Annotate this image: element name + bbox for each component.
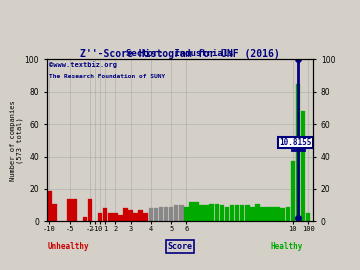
Bar xyxy=(169,207,174,221)
Bar xyxy=(164,207,168,221)
Text: Healthy: Healthy xyxy=(270,242,303,251)
Text: ©www.textbiz.org: ©www.textbiz.org xyxy=(49,61,117,68)
Bar xyxy=(82,217,87,221)
Bar xyxy=(189,202,194,221)
Bar xyxy=(199,205,204,221)
Bar xyxy=(270,207,275,221)
Bar xyxy=(67,199,72,221)
Title: Z''-Score Histogram for UNF (2016): Z''-Score Histogram for UNF (2016) xyxy=(80,49,280,59)
Bar xyxy=(285,207,290,221)
Bar xyxy=(123,208,128,221)
Bar xyxy=(87,199,92,221)
Bar xyxy=(108,213,113,221)
Bar xyxy=(210,204,214,221)
Bar xyxy=(128,210,133,221)
Text: Unhealthy: Unhealthy xyxy=(47,242,89,251)
Bar xyxy=(215,204,219,221)
Bar xyxy=(174,205,179,221)
Bar xyxy=(306,213,310,221)
Bar xyxy=(291,161,295,221)
Text: Sector:  Industrials: Sector: Industrials xyxy=(126,49,234,58)
Text: Score: Score xyxy=(167,242,193,251)
Bar xyxy=(230,205,234,221)
Bar xyxy=(138,210,143,221)
Bar xyxy=(154,208,158,221)
Bar xyxy=(179,205,184,221)
Bar xyxy=(47,191,51,221)
Bar xyxy=(240,205,244,221)
Bar xyxy=(235,205,239,221)
Bar xyxy=(265,207,270,221)
Bar xyxy=(220,205,224,221)
Bar xyxy=(72,199,77,221)
Bar xyxy=(113,213,118,221)
Text: 10.8155: 10.8155 xyxy=(279,138,312,147)
Bar xyxy=(159,207,163,221)
Bar xyxy=(255,204,260,221)
Bar xyxy=(103,208,107,221)
Bar xyxy=(275,207,280,221)
Bar xyxy=(245,205,249,221)
Bar xyxy=(250,207,255,221)
Bar xyxy=(98,213,102,221)
Bar xyxy=(184,207,189,221)
Bar xyxy=(260,207,265,221)
Bar xyxy=(301,111,305,221)
Text: The Research Foundation of SUNY: The Research Foundation of SUNY xyxy=(49,74,166,79)
Bar xyxy=(280,208,285,221)
Bar xyxy=(118,215,123,221)
Bar xyxy=(52,204,57,221)
Bar xyxy=(194,202,199,221)
Bar xyxy=(225,207,229,221)
Bar xyxy=(133,213,138,221)
Bar xyxy=(149,208,153,221)
Bar xyxy=(204,205,209,221)
Bar xyxy=(144,213,148,221)
Bar xyxy=(296,84,300,221)
Y-axis label: Number of companies
(573 total): Number of companies (573 total) xyxy=(10,100,23,181)
